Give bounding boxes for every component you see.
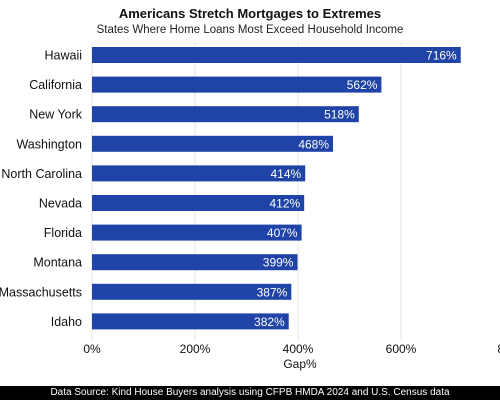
bar-chart: 716% 562% 518% 468% 414% 412% 407% 399% 387% 382%… (0, 42, 500, 371)
bar-value-label: 716% (426, 49, 457, 63)
bar-value-label: 414% (271, 167, 302, 181)
category-label: Idaho (51, 315, 82, 329)
category-label: California (29, 78, 82, 92)
bar (92, 165, 306, 182)
bar (92, 195, 305, 211)
category-label: New York (29, 108, 83, 122)
bar-value-label: 518% (324, 108, 355, 122)
x-tick-label: 400% (283, 342, 314, 356)
category-label: North Carolina (1, 167, 82, 181)
bar-value-label: 407% (267, 226, 298, 240)
bar (92, 47, 461, 63)
bar-value-label: 387% (257, 285, 288, 299)
x-tick-labels: 0% 200% 400% 600% 80 (83, 342, 500, 356)
bars: 716% 562% 518% 468% 414% 412% 407% 399% 387% 382% (92, 47, 461, 330)
category-label: Hawaii (44, 49, 82, 63)
bar-value-label: 562% (347, 78, 378, 92)
bar (92, 135, 334, 152)
x-tick-label: 80 (497, 342, 500, 356)
x-tick-label: 600% (386, 342, 417, 356)
bar-value-label: 399% (263, 256, 294, 270)
category-label: Montana (33, 256, 82, 270)
x-tick-label: 0% (83, 342, 101, 356)
chart-title: Americans Stretch Mortgages to Extremes (118, 6, 382, 21)
source-footer: Data Source: Kind House Buyers analysis … (0, 386, 500, 400)
bar-value-label: 382% (254, 315, 285, 329)
category-label: Washington (16, 137, 82, 151)
bar (92, 313, 289, 330)
bar (92, 106, 359, 123)
chart-subtitle: States Where Home Loans Most Exceed Hous… (96, 24, 404, 36)
x-tick-label: 200% (180, 342, 211, 356)
category-label: Massachusetts (0, 285, 82, 299)
bar (92, 283, 292, 300)
bar-value-label: 412% (269, 197, 300, 211)
bar-value-label: 468% (298, 137, 329, 151)
category-label: Florida (44, 226, 82, 240)
bar (92, 224, 302, 241)
category-label: Nevada (39, 197, 82, 211)
x-axis-label: Gap% (283, 357, 317, 371)
category-labels: Hawaii California New York Washington North … (0, 49, 83, 329)
bar (92, 76, 382, 93)
bar (92, 254, 298, 271)
